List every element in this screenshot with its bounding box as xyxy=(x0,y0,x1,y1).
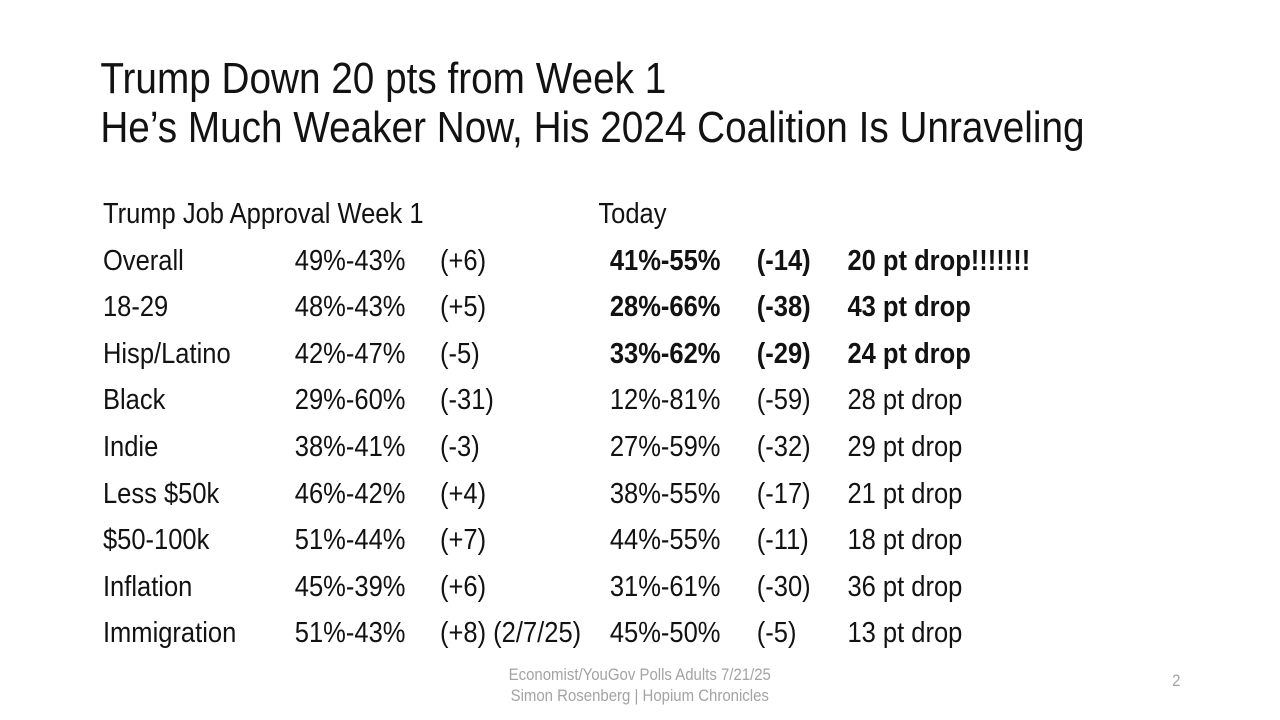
week1-result: 42%-47% xyxy=(294,337,406,370)
drop-note: 29 pt drop xyxy=(847,430,963,463)
row-label: Inflation xyxy=(102,570,193,603)
drop-note: 28 pt drop xyxy=(847,384,963,417)
week1-column-header: Trump Job Approval Week 1 xyxy=(102,198,424,230)
week1-result: 51%-44% xyxy=(294,524,406,557)
row-label: Less $50k xyxy=(102,477,220,510)
today-margin: (-17) xyxy=(756,477,811,510)
table-row: Immigration 51%-43% (+8) (2/7/25) 45%-50… xyxy=(103,610,1280,657)
week1-result: 49%-43% xyxy=(294,244,406,277)
title-line-1: Trump Down 20 pts from Week 1 xyxy=(100,54,667,103)
week1-margin: (+7) xyxy=(440,524,487,557)
today-margin: (-30) xyxy=(756,570,811,603)
today-result: 27%-59% xyxy=(609,430,721,463)
row-label: Overall xyxy=(102,244,184,277)
drop-note: 21 pt drop xyxy=(847,477,963,510)
drop-note: 13 pt drop xyxy=(847,617,963,650)
table-row: Overall 49%-43% (+6) 41%-55% (-14) 20 pt… xyxy=(103,238,1280,285)
today-margin: (-5) xyxy=(756,617,797,650)
today-result: 45%-50% xyxy=(609,617,721,650)
today-margin: (-59) xyxy=(756,384,811,417)
today-margin: (-32) xyxy=(756,430,811,463)
slide-footer: Economist/YouGov Polls Adults 7/21/25 Si… xyxy=(0,664,1280,706)
week1-result: 29%-60% xyxy=(294,384,406,417)
today-margin: (-29) xyxy=(756,337,811,370)
today-margin: (-38) xyxy=(756,291,811,324)
week1-margin: (+4) xyxy=(440,477,487,510)
week1-result: 51%-43% xyxy=(294,617,406,650)
today-result: 41%-55% xyxy=(609,244,721,277)
row-label: Black xyxy=(102,384,166,417)
week1-result: 46%-42% xyxy=(294,477,406,510)
today-column-header: Today xyxy=(598,198,667,230)
slide-title: Trump Down 20 pts from Week 1 He’s Much … xyxy=(100,54,1279,152)
today-margin: (-14) xyxy=(756,244,811,277)
today-result: 44%-55% xyxy=(609,524,721,557)
drop-note: 24 pt drop xyxy=(847,337,971,370)
week1-result: 38%-41% xyxy=(294,430,406,463)
week1-margin: (+6) xyxy=(440,570,487,603)
table-row: Less $50k 46%-42% (+4) 38%-55% (-17) 21 … xyxy=(103,471,1280,518)
week1-margin: (-3) xyxy=(440,430,480,463)
drop-note: 20 pt drop!!!!!!! xyxy=(847,244,1031,277)
week1-margin: (+5) xyxy=(440,291,487,324)
row-label: $50-100k xyxy=(102,524,210,557)
table-row: Indie 38%-41% (-3) 27%-59% (-32) 29 pt d… xyxy=(103,424,1280,471)
week1-result: 45%-39% xyxy=(294,570,406,603)
table-row: 18-29 48%-43% (+5) 28%-66% (-38) 43 pt d… xyxy=(103,284,1280,331)
week1-result: 48%-43% xyxy=(294,291,406,324)
week1-margin: (-5) xyxy=(440,337,480,370)
today-result: 31%-61% xyxy=(609,570,721,603)
today-result: 28%-66% xyxy=(609,291,721,324)
table-row: $50-100k 51%-44% (+7) 44%-55% (-11) 18 p… xyxy=(103,517,1280,564)
approval-table: Trump Job Approval Week 1 Today Overall … xyxy=(0,191,1280,657)
week1-margin: (+8) (2/7/25) xyxy=(440,617,582,650)
today-result: 33%-62% xyxy=(609,337,721,370)
footer-author-line: Simon Rosenberg | Hopium Chronicles xyxy=(510,686,769,705)
drop-note: 43 pt drop xyxy=(847,291,971,324)
row-label: 18-29 xyxy=(102,291,169,324)
row-label: Immigration xyxy=(102,617,237,650)
row-label: Indie xyxy=(102,430,159,463)
table-header: Trump Job Approval Week 1 Today xyxy=(103,191,1280,238)
today-result: 38%-55% xyxy=(609,477,721,510)
drop-note: 18 pt drop xyxy=(847,524,963,557)
table-row: Hisp/Latino 42%-47% (-5) 33%-62% (-29) 2… xyxy=(103,331,1280,378)
week1-margin: (+6) xyxy=(440,244,487,277)
week1-margin: (-31) xyxy=(440,384,494,417)
footer-source-line: Economist/YouGov Polls Adults 7/21/25 xyxy=(508,665,771,684)
today-margin: (-11) xyxy=(756,524,809,557)
row-label: Hisp/Latino xyxy=(102,337,231,370)
today-result: 12%-81% xyxy=(609,384,721,417)
page-number: 2 xyxy=(1172,671,1181,690)
drop-note: 36 pt drop xyxy=(847,570,963,603)
title-line-2: He’s Much Weaker Now, His 2024 Coalition… xyxy=(100,103,1085,152)
table-row: Black 29%-60% (-31) 12%-81% (-59) 28 pt … xyxy=(103,377,1280,424)
table-row: Inflation 45%-39% (+6) 31%-61% (-30) 36 … xyxy=(103,564,1280,611)
